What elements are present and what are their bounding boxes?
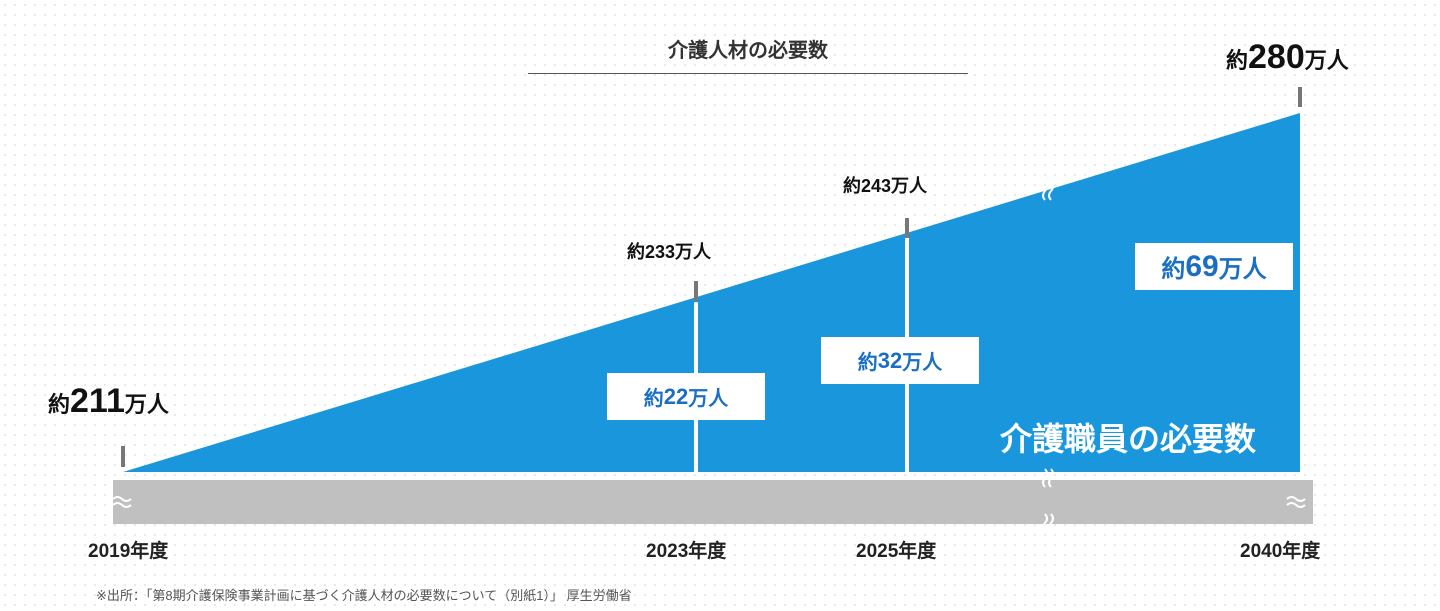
break-stroke [1042, 181, 1048, 201]
break-stroke [112, 502, 132, 508]
break-stroke [1042, 468, 1048, 488]
break-stroke [1042, 513, 1048, 533]
break-stroke [1286, 496, 1306, 502]
additional-box-2025: 約 32 万人 [821, 337, 979, 384]
axis-break-mark-middle [1042, 468, 1054, 488]
break-stroke [1048, 181, 1054, 201]
source-note: ※出所：「第8期介護保険事業計画に基づく介護人材の必要数について（別紙1）」 厚… [96, 588, 632, 603]
value-label-2040: 約280万人 [1226, 38, 1349, 76]
break-stroke [112, 496, 132, 502]
axis-break-mark-right [1286, 496, 1306, 508]
break-stroke [1048, 468, 1054, 488]
axis-break-mark-left [112, 496, 132, 508]
axis-bar [113, 480, 1313, 524]
area-series [123, 113, 1300, 472]
additional-box-2023: 約 22 万人 [607, 373, 765, 420]
area-label: 介護職員の必要数 [1000, 421, 1257, 457]
x-tick-label-2025: 2025年度 [856, 541, 937, 562]
value-label-2025: 約243万人 [843, 176, 928, 196]
axis-break-mark-top [1042, 181, 1054, 201]
chart-title: 介護人材の必要数 [528, 34, 968, 74]
x-tick-label-2019: 2019年度 [88, 541, 169, 562]
x-tick-label-2040: 2040年度 [1240, 541, 1321, 562]
value-label-2019: 約211万人 [48, 382, 169, 420]
additional-box-2040: 約 69 万人 [1135, 243, 1293, 290]
axis-break-mark-bottom [1042, 513, 1054, 533]
value-label-2023: 約233万人 [627, 242, 712, 262]
x-tick-label-2023: 2023年度 [646, 541, 727, 562]
break-stroke [1048, 513, 1054, 533]
break-stroke [1286, 502, 1306, 508]
